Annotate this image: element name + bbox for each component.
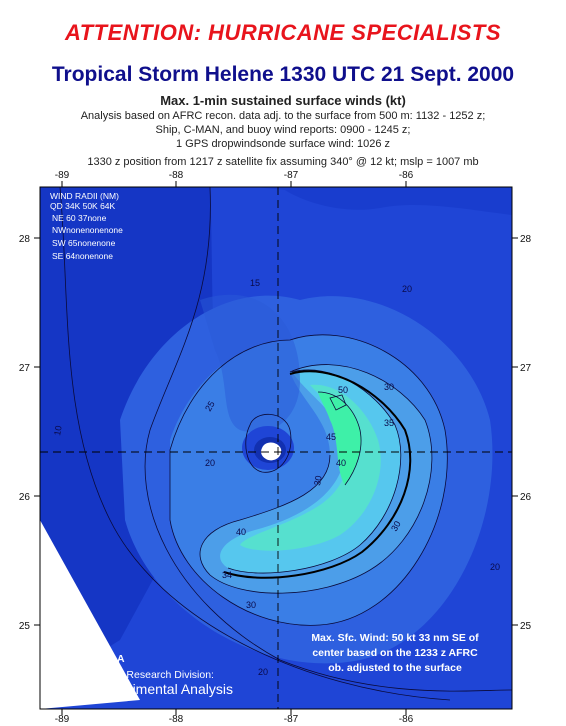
lon-tick-labels: -89 -88 -87 -86 -89 -88 -87 -86	[55, 170, 414, 725]
contour-15	[144, 187, 512, 692]
wind-radii-row: SE 64nonenone	[52, 251, 113, 261]
credit-division: Hurricane Research Division:	[78, 669, 214, 681]
credit-block: HRD/NOAA Hurricane Research Division: Ex…	[68, 653, 233, 697]
attention-banner: ATTENTION: HURRICANE SPECIALISTS	[64, 20, 502, 45]
lat-tick-label: 27	[520, 363, 532, 374]
contour-label: 20	[402, 284, 412, 294]
analysis-note-3: 1 GPS dropwindsonde surface wind: 1026 z	[175, 138, 391, 150]
storm-center	[261, 442, 282, 461]
analysis-note-1: Analysis based on AFRC recon. data adj. …	[80, 110, 486, 122]
contour-label: 20	[258, 667, 268, 677]
contour-label: 35	[384, 418, 394, 428]
lon-tick-label: -87	[284, 170, 299, 181]
wind-field	[40, 187, 512, 709]
lat-tick-labels: 28 27 26 25 28 27 26 25	[19, 234, 532, 632]
lat-tick-label: 28	[520, 234, 532, 245]
map-title: Tropical Storm Helene 1330 UTC 21 Sept. …	[51, 63, 515, 86]
credit-org: HRD/NOAA	[68, 653, 125, 665]
contour-25	[199, 364, 433, 594]
contour-label: 30	[384, 382, 394, 392]
contour-34kt	[223, 370, 412, 579]
contour-label: 20	[205, 458, 215, 468]
contour-label: 30	[246, 600, 256, 610]
wind-band-inner-west	[200, 294, 300, 433]
wind-radii-title: WIND RADII (NM)	[50, 191, 119, 201]
max-wind-annotation: Max. Sfc. Wind: 50 kt 33 nm SE of center…	[311, 632, 479, 674]
contour-label: 34	[222, 570, 232, 580]
lat-tick-label: 25	[520, 621, 532, 632]
land-mask	[40, 520, 140, 709]
contour-10	[59, 187, 451, 701]
lat-tick-label: 28	[19, 234, 31, 245]
contour-label: 45	[326, 432, 336, 442]
contour-label: 40	[336, 458, 346, 468]
lon-tick-label: -89	[55, 714, 70, 725]
contour-label: 10	[52, 425, 64, 437]
lon-tick-label: -88	[169, 714, 184, 725]
contour-label: 40	[236, 527, 246, 537]
contour-label: 20	[490, 562, 500, 572]
wind-radii-header: QD 34K 50K 64K	[50, 201, 116, 211]
contour-label: 30	[389, 519, 403, 533]
lon-tick-label: -88	[169, 170, 184, 181]
wind-radii-row: NE 60 37none	[52, 213, 107, 223]
wind-radii-row: NWnonenonenone	[52, 225, 123, 235]
contour-center-ring	[245, 413, 292, 473]
center-crosshair	[40, 187, 512, 709]
lon-tick-label: -86	[399, 714, 414, 725]
annotation-line: center based on the 1233 z AFRC	[312, 647, 478, 659]
map-subtitle: Max. 1-min sustained surface winds (kt)	[160, 93, 406, 108]
lon-tick-label: -86	[399, 170, 414, 181]
annotation-line: Max. Sfc. Wind: 50 kt 33 nm SE of	[311, 632, 479, 644]
contour-label: 30	[312, 475, 324, 487]
analysis-note-4: 1330 z position from 1217 z satellite fi…	[87, 156, 479, 168]
contour-max-cell	[329, 394, 347, 411]
plot-frame	[39, 186, 513, 710]
lat-tick-label: 26	[19, 492, 31, 503]
lat-tick-label: 26	[520, 492, 532, 503]
lat-tick-label: 27	[19, 363, 31, 374]
contour-20	[169, 334, 448, 626]
contour-45	[317, 391, 362, 486]
wind-radii-row: SW 65nonenone	[52, 238, 116, 248]
annotation-line: ob. adjusted to the surface	[328, 662, 462, 674]
lon-tick-label: -87	[284, 714, 299, 725]
lat-tick-label: 25	[19, 621, 31, 632]
analysis-note-2: Ship, C-MAN, and buoy wind reports: 0900…	[155, 124, 411, 136]
lon-tick-label: -89	[55, 170, 70, 181]
tick-marks	[34, 181, 518, 715]
contour-label: 50	[338, 385, 348, 395]
contour-label-group: 10 15 20 20 25 30 30 30 30 34 35 40 40 4…	[52, 278, 500, 677]
credit-product: Experimental Analysis	[96, 681, 233, 697]
wind-band-45	[318, 392, 362, 485]
contour-label: 15	[250, 278, 260, 288]
wind-band-weak-north	[255, 187, 512, 215]
contour-label: 25	[203, 399, 217, 413]
wind-radii-table: WIND RADII (NM) QD 34K 50K 64K NE 60 37n…	[50, 191, 123, 261]
